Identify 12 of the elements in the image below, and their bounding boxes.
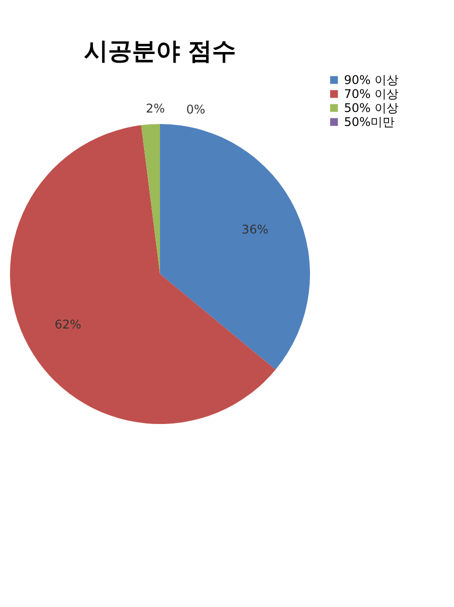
chart-title: 시공분야 점수 — [84, 37, 236, 65]
text: 0% — [186, 102, 206, 116]
legend-label: 90% 이상 — [344, 73, 398, 87]
data-label: 2% — [146, 101, 165, 116]
data-label: 36% — [242, 222, 268, 236]
data-label: 62% — [54, 318, 82, 332]
pie-slice — [160, 124, 310, 370]
legend-label: 70% 이상 — [344, 87, 398, 101]
pie-slice — [10, 125, 276, 424]
legend-label: 50%미만 — [344, 115, 395, 129]
legend-label: 50% 이상 — [344, 101, 398, 115]
pie-slice — [141, 124, 160, 274]
